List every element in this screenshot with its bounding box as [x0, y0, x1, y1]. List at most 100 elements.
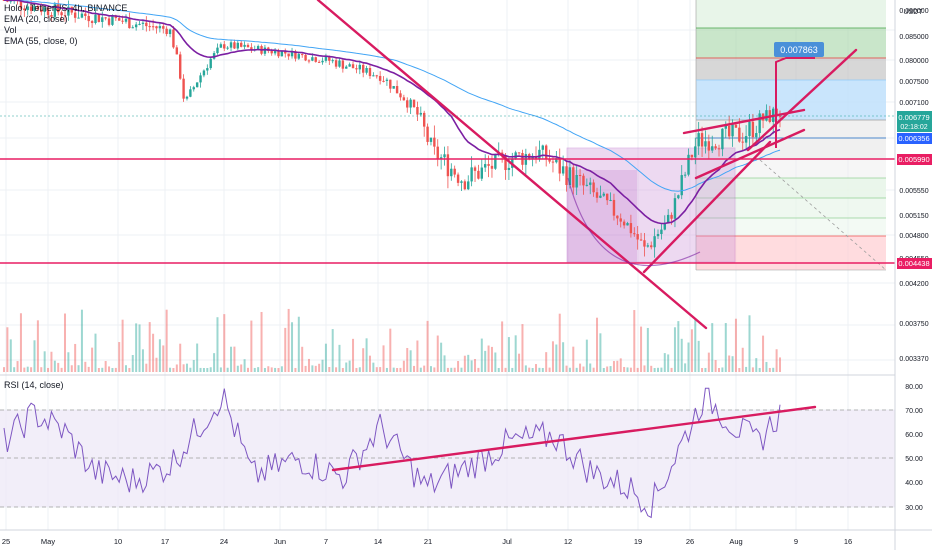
- volume-bar: [592, 367, 595, 372]
- candle: [355, 64, 358, 74]
- price-scale-bg: [895, 0, 932, 550]
- price-tick-label: 0.003750: [899, 321, 928, 328]
- time-tick-label: 14: [374, 537, 382, 546]
- candle: [687, 148, 690, 177]
- volume-bar: [311, 365, 314, 372]
- volume-bar: [653, 367, 656, 372]
- rsi-label[interactable]: RSI (14, close): [4, 380, 64, 390]
- volume-bar: [287, 308, 290, 372]
- volume-bar: [480, 338, 483, 372]
- candle: [301, 53, 304, 58]
- target-callout[interactable]: [774, 42, 824, 57]
- volume-bar: [680, 338, 683, 372]
- candle: [175, 45, 179, 55]
- volume-bar: [291, 322, 294, 372]
- candle: [331, 58, 334, 64]
- price-tick-label: 0.085000: [899, 34, 928, 41]
- candle: [358, 60, 362, 75]
- volume-bar: [389, 328, 392, 372]
- volume-bar: [348, 360, 351, 372]
- volume-bar: [209, 367, 212, 372]
- candle: [317, 60, 321, 63]
- time-tick-label: 16: [844, 537, 852, 546]
- price-tick-label: 0.003370: [899, 356, 928, 363]
- candle: [124, 14, 128, 24]
- candle: [216, 43, 219, 55]
- volume-bar: [138, 324, 141, 372]
- candle: [324, 53, 328, 63]
- volume-bar: [108, 366, 111, 372]
- indicator-ema20-label[interactable]: EMA (20, close): [4, 14, 68, 24]
- candle: [138, 21, 141, 26]
- candle: [680, 165, 683, 200]
- rsi-pane: [0, 387, 895, 519]
- volume-bar: [568, 367, 571, 372]
- candle: [399, 90, 402, 101]
- candle: [460, 180, 463, 191]
- candle: [314, 56, 317, 63]
- candle: [673, 193, 677, 228]
- volume-bar: [748, 315, 751, 372]
- volume-bar: [524, 365, 527, 372]
- time-axis[interactable]: 25 May 10 17 24 Jun 7 14 21 Jul 12 19 26 Aug 9 16: [2, 537, 852, 546]
- candle: [202, 69, 206, 78]
- candle: [443, 146, 446, 166]
- volume-bar: [545, 352, 548, 372]
- rsi-scale[interactable]: 80.00 70.00 60.00 50.00 40.00 30.00: [905, 384, 923, 512]
- volume-bar: [646, 327, 649, 372]
- candle: [341, 58, 345, 73]
- ema-badge-text: 0.006356: [898, 134, 929, 143]
- candle: [53, 1, 57, 20]
- volume-bar: [738, 367, 741, 372]
- volume-bar: [612, 361, 615, 372]
- volume-bar: [616, 360, 619, 372]
- time-tick-label: 25: [2, 537, 10, 546]
- candle: [595, 187, 599, 203]
- candle: [744, 125, 748, 151]
- candle: [677, 194, 680, 200]
- candle: [77, 10, 80, 19]
- volume-bar: [582, 366, 585, 372]
- time-tick-label: 21: [424, 537, 432, 546]
- volume-bar: [697, 340, 700, 372]
- candle: [582, 173, 585, 195]
- volume-bar: [257, 367, 260, 372]
- volume-bar: [97, 367, 100, 372]
- candle: [578, 168, 582, 186]
- volume-bar: [141, 349, 144, 372]
- symbol-title[interactable]: Holo / TetherUS, 4h, BINANCE: [4, 3, 128, 13]
- candle: [240, 40, 243, 48]
- ema55-line: [3, 0, 781, 192]
- candle: [345, 65, 348, 69]
- price-tick-label: 0.005550: [899, 188, 928, 195]
- volume-bar: [467, 354, 470, 372]
- volume-bar: [118, 342, 121, 372]
- volume-bar: [382, 345, 385, 372]
- volume-bar: [345, 362, 348, 372]
- candle: [646, 242, 650, 248]
- volume-bar: [230, 346, 233, 372]
- trendlines[interactable]: [316, 0, 858, 330]
- candle: [206, 64, 209, 75]
- rsi-trendline[interactable]: [331, 405, 817, 472]
- candle: [643, 232, 646, 257]
- ema20-line: [3, 0, 781, 225]
- volume-bar: [406, 347, 409, 372]
- candle: [361, 62, 365, 78]
- volume-bar: [280, 366, 283, 372]
- volume-bar: [328, 366, 331, 372]
- volume-bar: [599, 333, 602, 372]
- candle: [223, 40, 226, 52]
- candle: [84, 7, 87, 21]
- candle: [165, 26, 168, 37]
- candle: [711, 135, 714, 154]
- candle: [697, 121, 700, 155]
- candle: [477, 164, 480, 180]
- indicator-volume-label[interactable]: Vol: [4, 25, 17, 35]
- volume-bar: [670, 367, 673, 372]
- volume-bar: [379, 367, 382, 372]
- indicator-ema55-label[interactable]: EMA (55, close, 0): [4, 36, 78, 46]
- price-tick-label: 0.005150: [899, 213, 928, 220]
- volume-bar: [636, 367, 639, 372]
